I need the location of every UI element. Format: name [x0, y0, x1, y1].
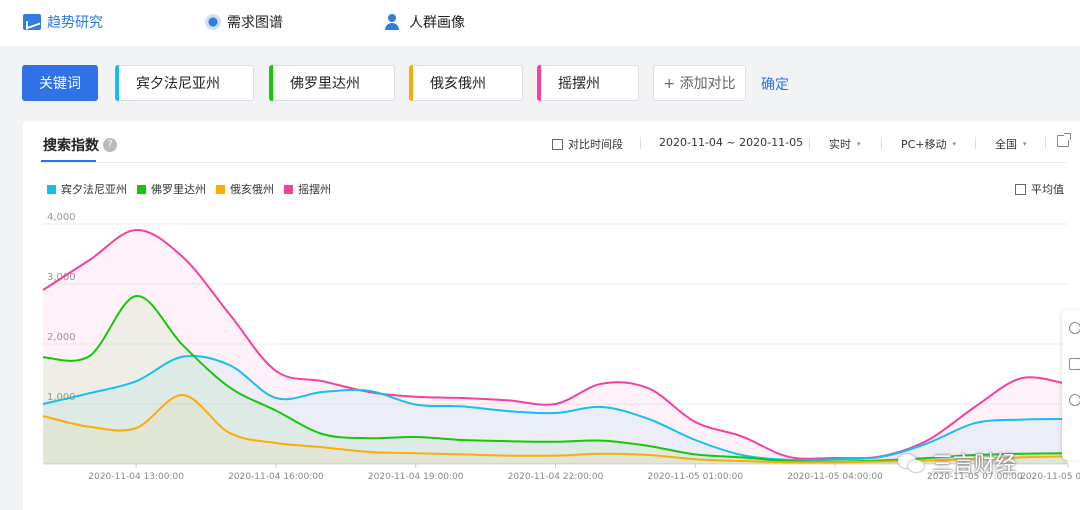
active-tab-underline	[41, 160, 96, 162]
keyword-bar: 关键词 宾夕法尼亚州 佛罗里达州 俄亥俄州 摇摆州 + 添加对比 确定	[0, 62, 1080, 106]
region-label: 全国	[995, 138, 1017, 151]
link-icon[interactable]	[1069, 322, 1080, 334]
legend-item[interactable]: 宾夕法尼亚州	[47, 181, 127, 197]
divider	[640, 137, 641, 149]
keyword-color-bar	[537, 65, 541, 101]
tab-search-index[interactable]: 搜索指数 ?	[43, 135, 117, 155]
x-tick-label: 2020-11-05 04:00:00	[787, 472, 883, 482]
realtime-select[interactable]: 实时 ▾	[829, 136, 861, 152]
series-line	[42, 295, 1069, 463]
keyword-color-bar	[269, 65, 273, 101]
legend-swatch	[284, 184, 293, 194]
legend-label: 宾夕法尼亚州	[61, 183, 127, 196]
divider	[1045, 137, 1046, 149]
legend-item[interactable]: 摇摆州	[284, 181, 331, 197]
checkbox-icon[interactable]	[1015, 183, 1026, 195]
search-index-panel: 搜索指数 ? 对比时间段 2020-11-04 ~ 2020-11-05 实时 …	[23, 121, 1080, 510]
legend-item[interactable]: 俄亥俄州	[216, 181, 274, 197]
chevron-down-icon: ▾	[857, 140, 861, 148]
region-select[interactable]: 全国 ▾	[995, 136, 1027, 152]
x-tick-label: 2020-11-04 13:00:00	[88, 472, 184, 482]
trend-chart-icon	[23, 14, 41, 30]
compare-period-label: 对比时间段	[568, 138, 623, 151]
realtime-label: 实时	[829, 138, 851, 151]
checkbox-icon[interactable]	[552, 138, 563, 150]
keyword-color-bar	[409, 65, 413, 101]
nav-tab-label: 需求图谱	[227, 15, 283, 31]
y-tick-label: 1,000	[47, 392, 76, 403]
share-icon[interactable]	[1057, 133, 1071, 147]
legend-swatch	[216, 184, 225, 194]
help-icon[interactable]: ?	[103, 138, 117, 152]
add-compare-button[interactable]: + 添加对比	[653, 65, 746, 101]
keyword-pennsylvania[interactable]: 宾夕法尼亚州	[115, 65, 254, 101]
confirm-link[interactable]: 确定	[761, 77, 789, 93]
keyword-label: 宾夕法尼亚州	[136, 76, 220, 92]
keyword-swing-states[interactable]: 摇摆州	[537, 65, 639, 101]
legend-label: 摇摆州	[298, 183, 331, 196]
legend-label: 佛罗里达州	[151, 183, 206, 196]
nav-tab-demand[interactable]: 需求图谱	[205, 12, 283, 32]
series-line	[42, 393, 1069, 464]
series-area	[43, 229, 1068, 464]
demand-graph-icon	[205, 14, 221, 30]
x-tick-label: 2020-11-05 09:00:00	[1020, 472, 1080, 482]
watermark-text: 三言财经	[932, 452, 1016, 476]
nav-tab-crowd[interactable]: 人群画像	[385, 12, 465, 32]
series-line	[42, 354, 1069, 462]
chevron-down-icon: ▾	[952, 140, 957, 148]
keyword-label: 俄亥俄州	[430, 76, 486, 92]
top-nav: 趋势研究 需求图谱 人群画像	[0, 0, 1080, 46]
y-tick-label: 2,000	[47, 332, 76, 343]
y-tick-label: 4,000	[47, 212, 76, 223]
divider	[881, 137, 882, 149]
x-tick-label: 2020-11-05 01:00:00	[647, 472, 743, 482]
chart-legend: 宾夕法尼亚州 佛罗里达州 俄亥俄州 摇摆州	[47, 181, 341, 197]
x-tick-label: 2020-11-04 19:00:00	[368, 472, 464, 482]
series-area	[43, 394, 1068, 464]
help-circle-icon[interactable]	[1069, 394, 1080, 406]
tab-label: 搜索指数	[43, 138, 99, 154]
legend-item[interactable]: 佛罗里达州	[137, 181, 206, 197]
legend-swatch	[137, 184, 146, 194]
keyword-label: 佛罗里达州	[290, 76, 360, 92]
divider	[809, 137, 810, 149]
wechat-icon	[898, 452, 926, 474]
average-label: 平均值	[1031, 183, 1064, 196]
series-area	[43, 355, 1068, 464]
x-tick-label: 2020-11-05 07:00:00	[927, 472, 1023, 482]
nav-tab-label: 趋势研究	[47, 15, 103, 31]
date-range-picker[interactable]: 2020-11-04 ~ 2020-11-05	[659, 136, 803, 149]
compare-period-toggle[interactable]: 对比时间段	[552, 136, 623, 152]
chevron-down-icon: ▾	[1023, 140, 1027, 148]
crowd-icon	[385, 14, 403, 30]
nav-tab-trend[interactable]: 趋势研究	[23, 12, 103, 32]
side-toolbar	[1062, 310, 1080, 460]
x-tick-label: 2020-11-04 22:00:00	[508, 472, 604, 482]
keyword-ohio[interactable]: 俄亥俄州	[409, 65, 523, 101]
legend-label: 俄亥俄州	[230, 183, 274, 196]
watermark: 三言财经	[898, 448, 1016, 478]
keyword-color-bar	[115, 65, 119, 101]
divider	[975, 137, 976, 149]
star-icon[interactable]	[1069, 358, 1080, 370]
keyword-label: 摇摆州	[558, 76, 600, 92]
divider	[41, 162, 1066, 163]
device-label: PC+移动	[901, 138, 947, 151]
keyword-florida[interactable]: 佛罗里达州	[269, 65, 395, 101]
legend-swatch	[47, 184, 56, 194]
nav-tab-label: 人群画像	[409, 15, 465, 31]
keyword-button[interactable]: 关键词	[22, 65, 98, 101]
device-select[interactable]: PC+移动 ▾	[901, 136, 956, 152]
average-toggle[interactable]: 平均值	[1015, 181, 1064, 197]
series-area	[43, 295, 1068, 464]
date-range-value: 2020-11-04 ~ 2020-11-05	[659, 136, 804, 149]
x-tick-label: 2020-11-04 16:00:00	[228, 472, 324, 482]
